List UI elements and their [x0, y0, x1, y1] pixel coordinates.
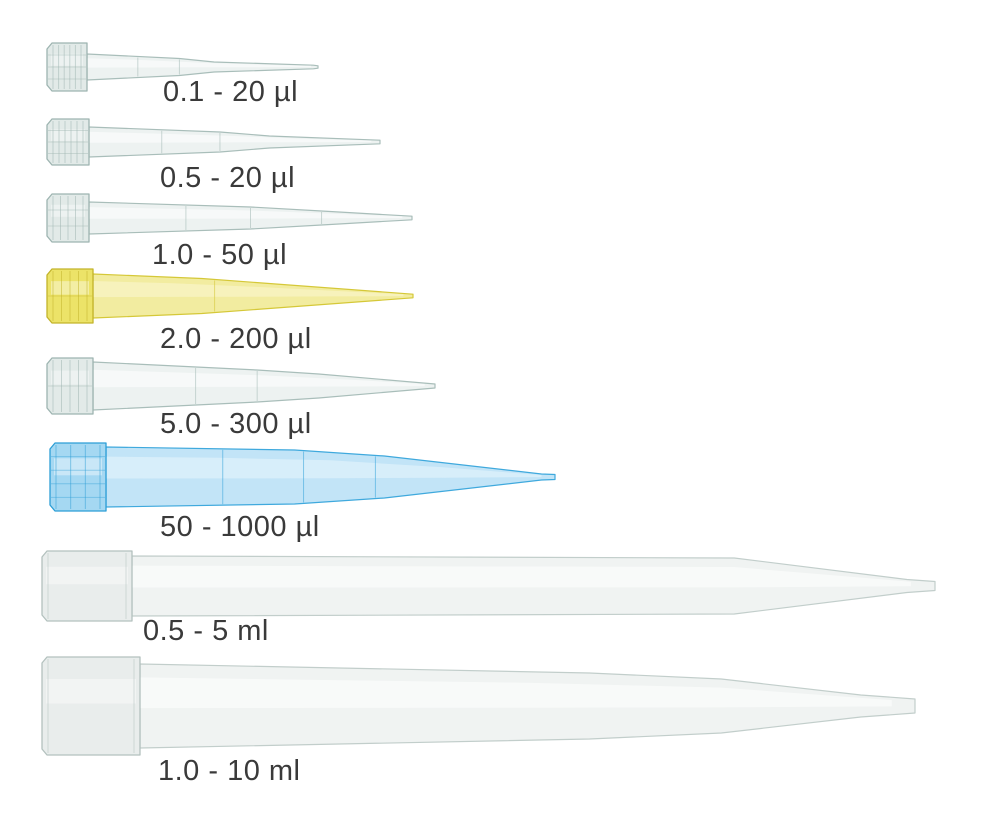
pipette-tip-illustration — [46, 193, 413, 243]
tip-volume-label: 50 - 1000 µl — [160, 511, 320, 543]
pipette-tip-illustration — [46, 268, 414, 324]
tip-volume-label: 0.1 - 20 µl — [163, 76, 299, 108]
pipette-tip-illustration — [41, 550, 936, 622]
pipette-tip-illustration — [49, 442, 556, 512]
tip-volume-label: 0.5 - 20 µl — [160, 162, 296, 194]
tip-volume-label: 1.0 - 10 ml — [158, 755, 301, 787]
tip-volume-label: 2.0 - 200 µl — [160, 323, 312, 355]
tip-volume-label: 1.0 - 50 µl — [152, 239, 288, 271]
pipette-tip-illustration — [46, 42, 319, 92]
tip-volume-label: 0.5 - 5 ml — [143, 615, 269, 647]
pipette-tip-illustration — [46, 357, 436, 415]
tip-volume-label: 5.0 - 300 µl — [160, 408, 312, 440]
pipette-tip-illustration — [41, 656, 916, 756]
pipette-tip-illustration — [46, 118, 381, 166]
